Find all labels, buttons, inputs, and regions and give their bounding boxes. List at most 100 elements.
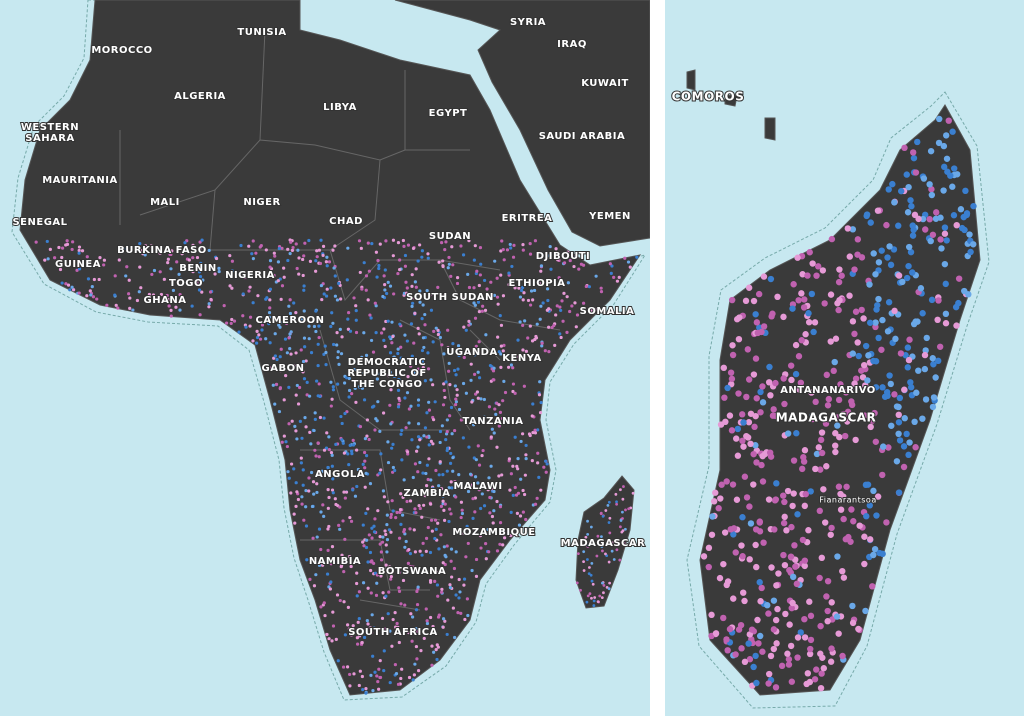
dot <box>429 478 433 482</box>
dot <box>286 258 290 263</box>
dot <box>502 343 506 347</box>
dot <box>759 399 767 406</box>
dot <box>289 491 293 495</box>
dot <box>478 273 482 277</box>
dot <box>393 468 397 473</box>
dot <box>949 183 956 190</box>
dot <box>477 488 481 492</box>
dot <box>316 363 320 368</box>
dot <box>941 260 949 268</box>
dot <box>222 303 226 308</box>
dot <box>397 589 402 593</box>
dot <box>312 324 317 329</box>
dot <box>403 253 408 258</box>
dot <box>195 255 200 260</box>
dot <box>444 240 448 244</box>
dot <box>518 514 523 518</box>
dot <box>278 355 282 359</box>
dot <box>314 269 318 273</box>
dot <box>207 248 211 253</box>
dot <box>382 495 386 499</box>
dot <box>65 239 69 243</box>
dot <box>586 594 590 598</box>
dot <box>319 605 323 609</box>
dot <box>582 560 585 563</box>
dot <box>501 294 506 298</box>
dot <box>590 596 593 600</box>
dot <box>743 393 750 401</box>
dot <box>441 617 446 621</box>
dot <box>374 250 378 254</box>
dot <box>541 301 545 305</box>
dot <box>357 384 362 389</box>
dot <box>598 594 602 598</box>
dot <box>501 399 505 403</box>
dot <box>198 313 202 317</box>
dot <box>294 504 298 508</box>
dot <box>474 574 479 578</box>
dot <box>901 415 908 422</box>
dot <box>575 581 579 585</box>
dot <box>919 310 926 317</box>
dot <box>391 465 395 470</box>
dot <box>759 383 766 390</box>
dot <box>482 397 486 402</box>
dot <box>421 541 425 545</box>
dot <box>378 242 382 246</box>
dot <box>250 252 254 256</box>
dot <box>834 553 841 560</box>
dot <box>378 659 382 663</box>
dot <box>417 504 421 508</box>
dot <box>906 439 913 446</box>
dot <box>792 370 800 378</box>
dot <box>447 262 451 266</box>
dot <box>497 403 501 407</box>
dot <box>768 564 775 571</box>
dot <box>387 528 392 532</box>
dot <box>795 297 802 304</box>
dot <box>342 490 346 494</box>
dot <box>407 407 411 411</box>
dot <box>495 499 499 504</box>
dot <box>521 248 525 252</box>
dot <box>411 475 415 480</box>
dot <box>467 445 471 449</box>
dot <box>726 412 734 419</box>
dot <box>497 424 501 428</box>
dot <box>471 497 475 501</box>
dot <box>600 545 604 548</box>
dot <box>911 418 918 426</box>
dot <box>582 301 586 305</box>
dot <box>905 356 913 364</box>
dot <box>409 322 414 326</box>
dot <box>750 450 757 458</box>
dot <box>360 674 364 679</box>
dot <box>71 240 75 244</box>
dot <box>793 430 800 437</box>
dot <box>385 513 389 517</box>
dot <box>544 470 548 474</box>
dot <box>239 243 243 248</box>
dot <box>327 260 332 264</box>
dot <box>532 281 536 285</box>
dot <box>801 615 808 623</box>
dot <box>414 608 419 612</box>
dot <box>303 241 307 245</box>
dot <box>950 165 958 172</box>
dot <box>472 372 477 376</box>
dot <box>303 415 307 420</box>
dot <box>331 248 335 252</box>
dot <box>366 241 370 245</box>
dot <box>888 422 895 429</box>
dot <box>85 294 89 298</box>
dot <box>381 591 385 595</box>
dot <box>529 289 534 293</box>
dot <box>929 231 937 238</box>
dot <box>812 465 819 473</box>
dot <box>333 294 338 298</box>
dot <box>883 221 890 229</box>
dot <box>367 437 371 442</box>
dot <box>906 336 913 343</box>
dot <box>807 645 814 653</box>
dot <box>558 305 562 309</box>
